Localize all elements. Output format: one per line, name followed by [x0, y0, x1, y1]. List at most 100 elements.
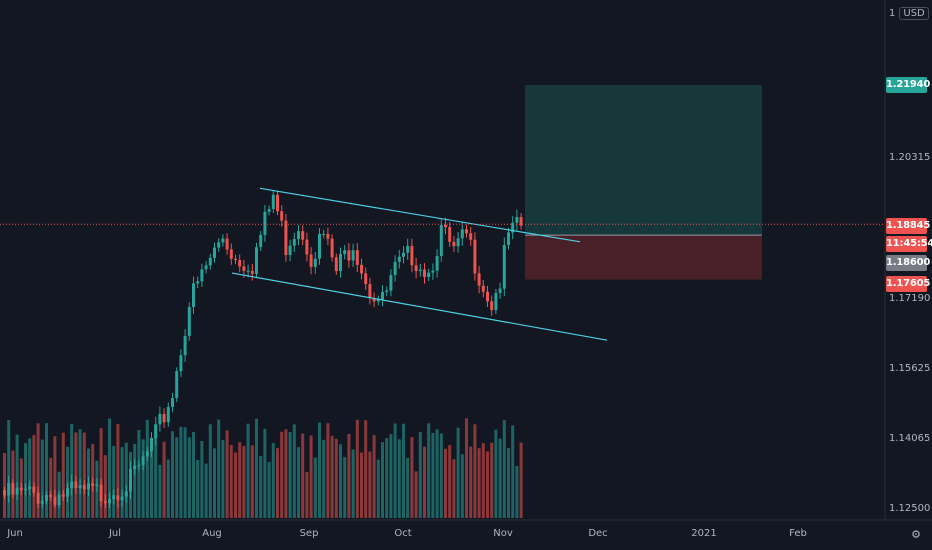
candle-body: [301, 231, 305, 240]
volume-bar: [238, 442, 242, 518]
volume-bar: [490, 442, 494, 518]
candle-body: [414, 265, 418, 271]
candle-body: [200, 269, 204, 282]
candle-body: [368, 284, 372, 299]
volume-bar: [91, 444, 95, 518]
volume-bar: [103, 455, 107, 518]
candle-body: [313, 258, 317, 267]
volume-bar: [343, 457, 347, 518]
volume-bar: [397, 439, 401, 518]
volume-bar: [385, 438, 389, 518]
candle-body: [158, 413, 162, 425]
volume-bar: [133, 443, 137, 518]
candle-body: [175, 371, 179, 399]
volume-bar: [95, 460, 99, 518]
candle-body: [267, 209, 271, 212]
volume-bar: [301, 433, 305, 518]
volume-bar: [481, 443, 485, 518]
candle-body: [221, 238, 225, 243]
candle-body: [183, 335, 187, 356]
candle-body: [305, 239, 309, 255]
volume-bar: [439, 433, 443, 518]
candle-body: [418, 269, 422, 271]
volume-bar: [66, 446, 69, 518]
volume-bar: [313, 457, 317, 518]
price-tick: 1.14065: [889, 433, 931, 444]
candle-body: [229, 249, 233, 259]
volume-bar: [150, 448, 153, 518]
candle-body: [166, 407, 170, 423]
volume-bar: [351, 449, 355, 518]
candle-body: [460, 229, 464, 239]
volume-bar: [360, 452, 363, 518]
candle-body: [427, 272, 431, 278]
loss-zone: [525, 235, 762, 280]
candle-body: [355, 250, 359, 265]
volume-bar: [469, 446, 473, 518]
volume-bar: [511, 425, 515, 518]
volume-bar: [347, 433, 351, 518]
candle-body: [515, 217, 519, 223]
volume-bar: [70, 423, 74, 518]
volume-bar: [183, 427, 187, 518]
candle-body: [246, 270, 250, 272]
currency-label[interactable]: USD: [899, 7, 929, 20]
candle-body: [360, 264, 363, 274]
candle-body: [381, 291, 384, 300]
volume-bar: [166, 459, 170, 518]
volume-bar: [376, 459, 380, 518]
volume-bar: [120, 447, 124, 518]
price-tick: 1.15625: [889, 363, 931, 374]
candle-body: [452, 241, 456, 247]
volume-bar: [78, 429, 82, 518]
volume-bar: [507, 448, 510, 518]
volume-bar: [519, 442, 523, 518]
volume-bar: [61, 432, 65, 518]
candle-body: [364, 273, 368, 285]
candle-body: [179, 355, 183, 372]
candle-body: [250, 270, 254, 274]
volume-bar: [162, 441, 166, 518]
volume-bar: [112, 445, 116, 518]
volume-bar: [330, 435, 334, 518]
candle-body: [439, 224, 443, 257]
volume-bar: [242, 446, 246, 518]
volume-bar: [19, 458, 23, 518]
volume-bar: [435, 429, 439, 518]
channel-lower-line: [231, 272, 608, 341]
currency-indicator[interactable]: 1 USD: [889, 7, 929, 20]
volume-bar: [297, 447, 300, 518]
candle-body: [162, 413, 166, 423]
volume-bar: [460, 454, 464, 518]
volume-bar: [456, 427, 460, 518]
candle-body: [423, 269, 426, 278]
volume-bar: [192, 432, 195, 518]
time-tick: Dec: [588, 528, 608, 539]
volume-bar: [465, 418, 468, 518]
candle-body: [192, 283, 195, 308]
time-tick: Jun: [7, 528, 23, 539]
volume-bar: [204, 463, 208, 518]
gear-icon[interactable]: ⚙: [911, 528, 921, 541]
candle-body: [330, 238, 334, 258]
volume-bar: [473, 424, 477, 518]
candle-body: [292, 239, 296, 246]
candle-body: [204, 265, 208, 270]
price-tick: 1.12500: [889, 503, 931, 514]
volume-bar: [418, 431, 422, 518]
volume-bar: [208, 424, 212, 518]
volume-bar: [284, 429, 288, 518]
volume-bar: [322, 439, 326, 518]
volume-bar: [145, 419, 149, 518]
volume-bar: [452, 459, 456, 518]
candle-body: [469, 233, 473, 240]
candle-body: [171, 398, 174, 408]
volume-bar: [292, 424, 296, 518]
volume-bar: [108, 418, 111, 518]
volume-bar: [116, 423, 120, 518]
channel-upper-line: [259, 187, 581, 243]
volume-bar: [129, 451, 132, 518]
time-tick: Nov: [493, 528, 513, 539]
